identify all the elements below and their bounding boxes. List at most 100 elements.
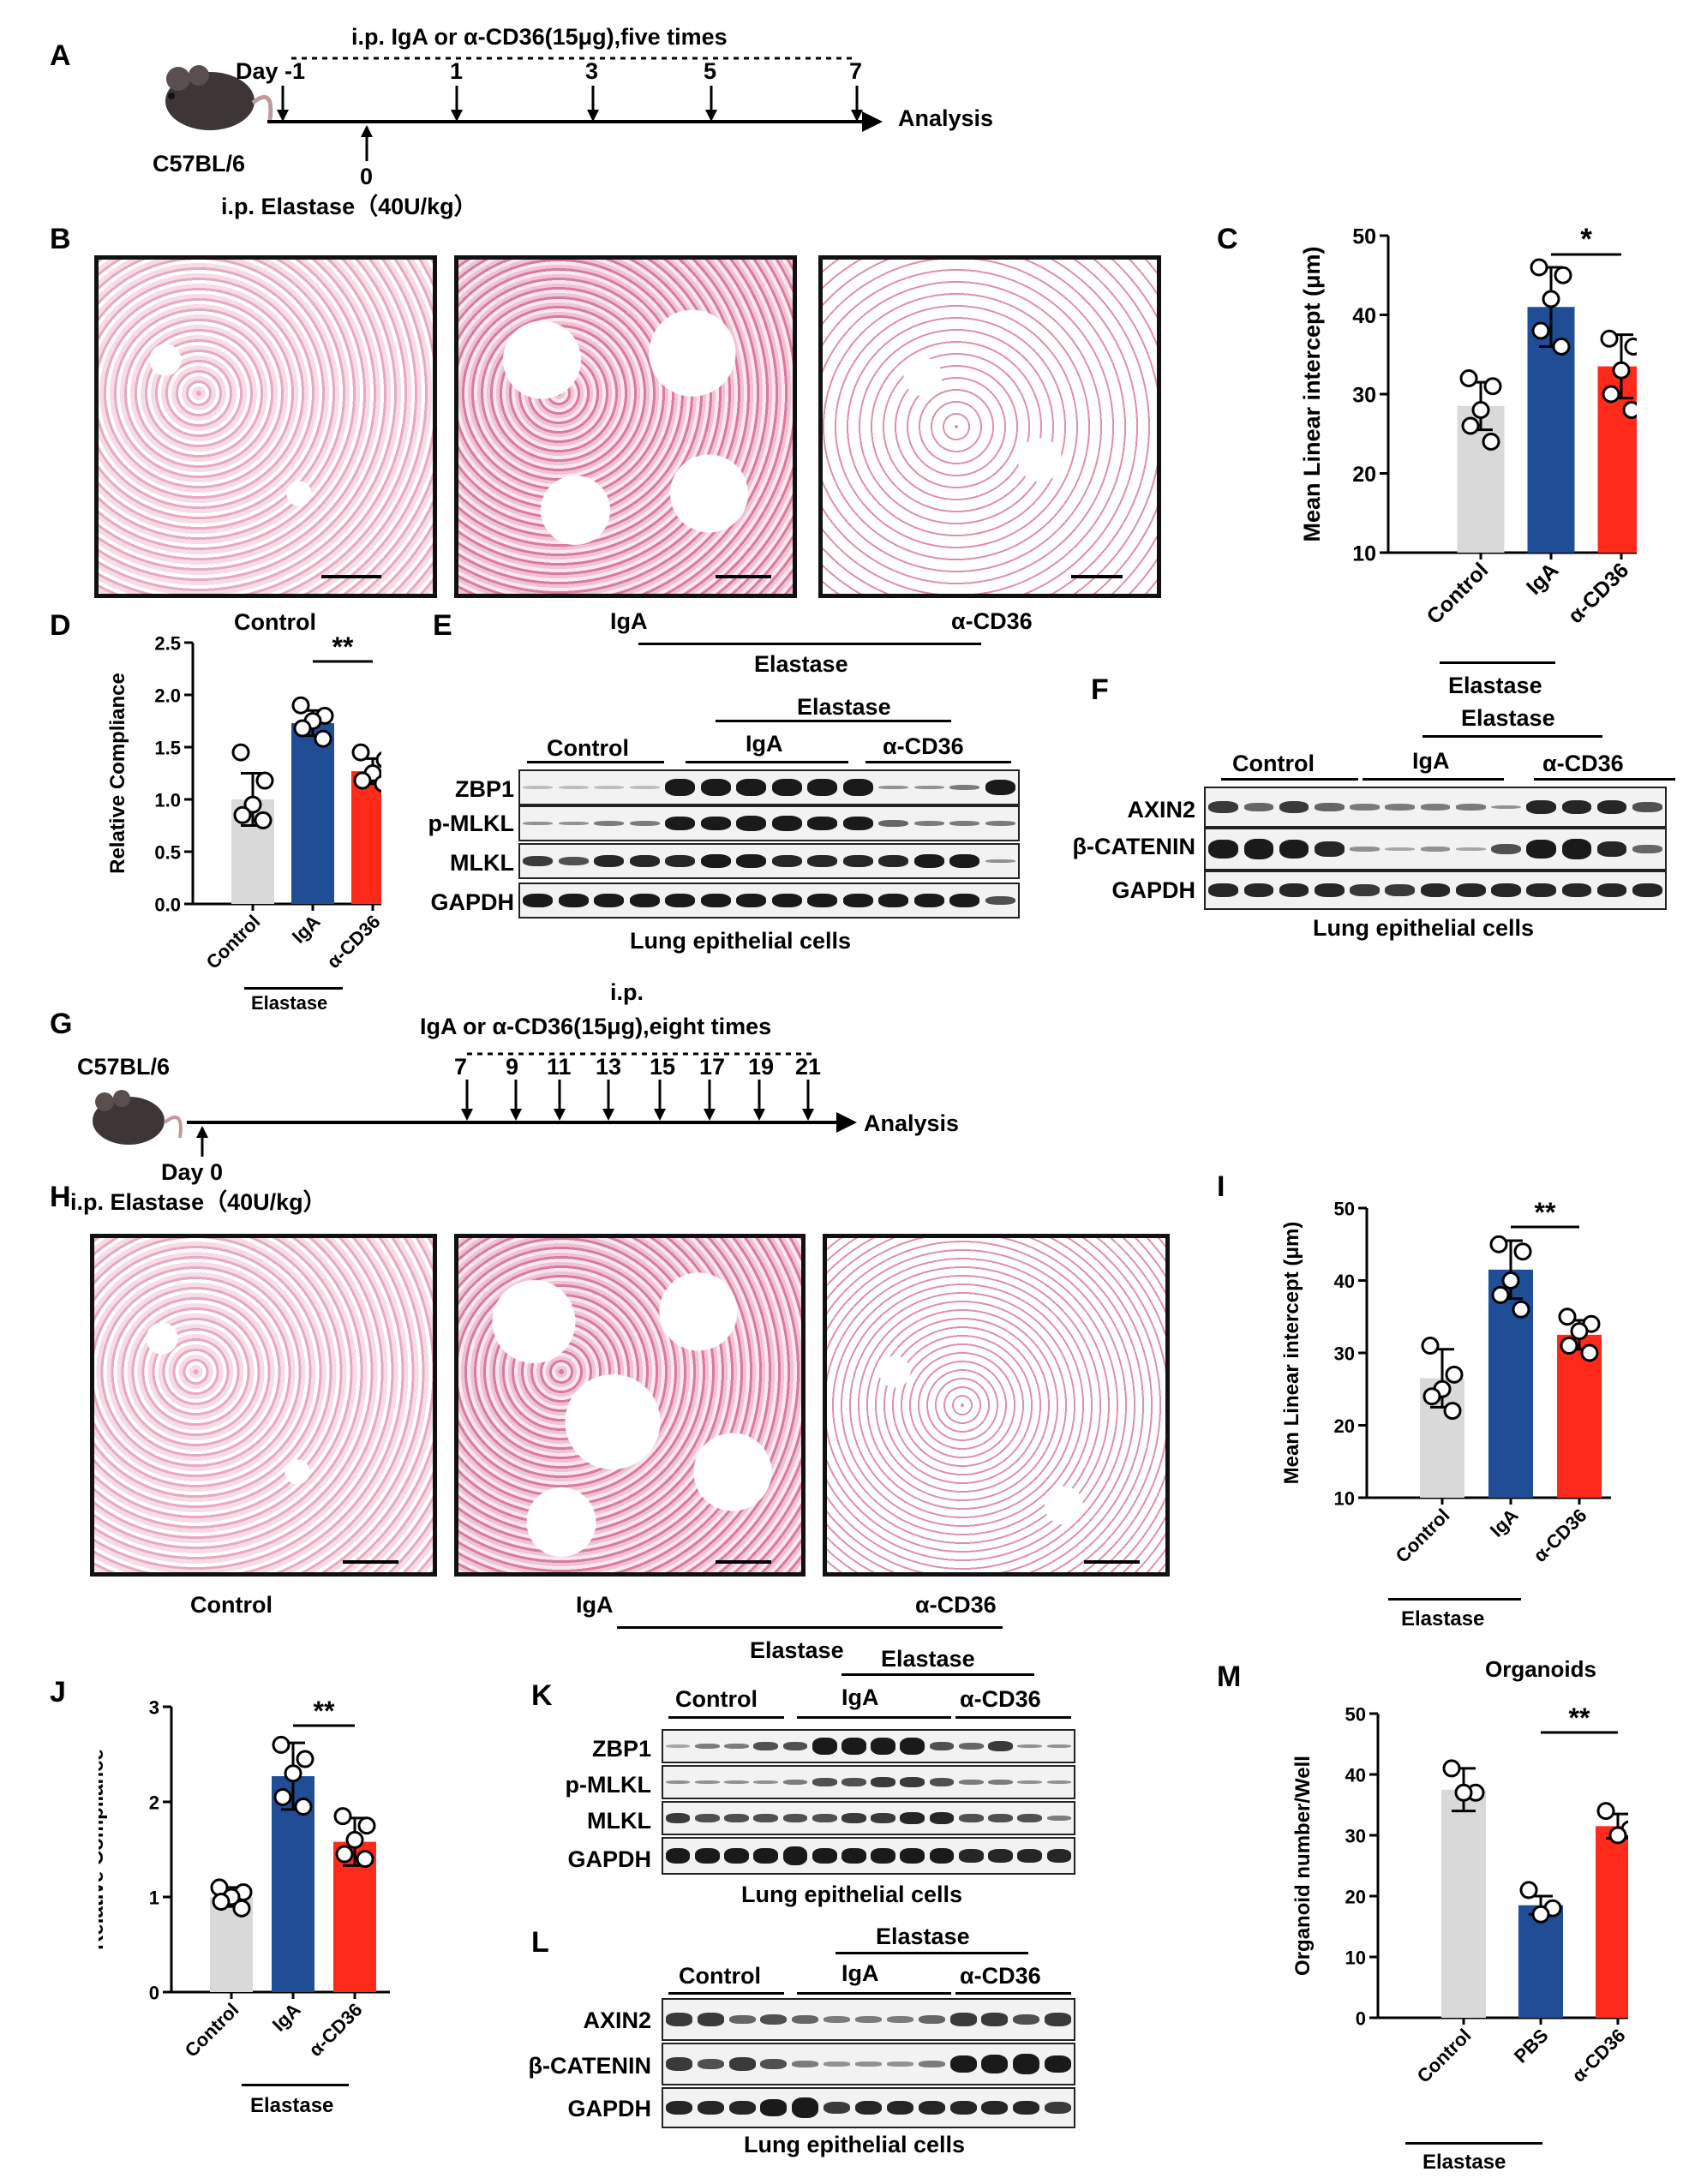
panel-l-row-gapdh: GAPDH (567, 2096, 651, 2121)
blot-band (1596, 841, 1627, 857)
x-tick-label: IgA (288, 911, 325, 948)
y-tick-label: 40 (1345, 1764, 1366, 1786)
blot-band (665, 854, 696, 868)
blot-band (842, 1738, 866, 1755)
blot-band (886, 2100, 913, 2115)
panel-g-timeline (93, 1052, 857, 1157)
blot-band (871, 1848, 895, 1864)
panel-l-caption: Lung epithelial cells (744, 2132, 966, 2157)
panel-b-label-acd36: α-CD36 (951, 608, 1033, 634)
blot-e-pmlkl (518, 805, 1020, 841)
bar (351, 771, 381, 904)
blot-band (1491, 843, 1521, 855)
blot-band (665, 778, 696, 797)
blot-band (665, 2013, 692, 2026)
y-tick-label: 3 (149, 1696, 159, 1718)
blot-band (724, 1780, 749, 1784)
y-tick-label: 0 (1356, 2007, 1366, 2029)
panel-g-day-7: 7 (454, 1054, 468, 1080)
blot-band (760, 2058, 788, 2070)
blot-band (985, 779, 1015, 796)
y-tick-label: 2 (149, 1792, 159, 1813)
bar (1518, 1905, 1563, 2018)
data-point (1512, 1300, 1530, 1319)
blot-band (807, 778, 838, 797)
y-tick-label: 40 (1334, 1271, 1355, 1292)
data-point (1461, 416, 1480, 435)
panel-f-row-axin2: AXIN2 (1127, 797, 1195, 823)
panel-a-strain: C57BL/6 (153, 151, 246, 177)
blot-band (812, 1778, 837, 1786)
panel-f-elastase-top: Elastase (1448, 673, 1542, 698)
panel-g-analysis: Analysis (864, 1110, 960, 1136)
blot-band (728, 2100, 756, 2115)
blot-band (665, 1848, 691, 1864)
blot-band (665, 2100, 692, 2115)
blot-band (700, 778, 731, 797)
blot-band (665, 2057, 692, 2071)
blot-band (988, 1741, 1013, 1751)
blot-band (728, 2014, 756, 2025)
blot-band (1420, 847, 1451, 852)
blot-band (1420, 804, 1451, 811)
data-point (1443, 1402, 1462, 1421)
blot-band (665, 1780, 691, 1784)
data-point (1445, 1365, 1464, 1384)
panel-k-group-iga: IgA (842, 1684, 879, 1710)
panel-b-group-label: Elastase (754, 651, 848, 677)
y-tick-label: 10 (1345, 1947, 1366, 1968)
data-point (1542, 290, 1560, 308)
data-point (1501, 1272, 1520, 1289)
blot-band (1561, 838, 1592, 859)
significance-mark: ** (1535, 1197, 1556, 1228)
blot-band (807, 854, 838, 868)
bar (1441, 1789, 1486, 2018)
mouse-icon (165, 65, 273, 130)
blot-band (871, 1777, 895, 1787)
data-point (1422, 1387, 1441, 1406)
blot-band (855, 2061, 882, 2067)
blot-band (949, 820, 980, 827)
blot-f-axin2 (1204, 787, 1667, 828)
blot-band (842, 893, 873, 908)
blot-band (629, 820, 660, 827)
y-tick-label: 0 (149, 1982, 159, 2003)
chart-m-group-line (1405, 2142, 1542, 2145)
panel-f-letter: F (1091, 673, 1109, 706)
panel-g-ip: i.p. (610, 979, 644, 1005)
x-tick-label: IgA (1486, 1505, 1523, 1541)
blot-band (558, 821, 589, 826)
significance-mark: ** (314, 1696, 335, 1726)
panel-h-group-line (617, 1626, 1003, 1629)
blot-band (753, 1848, 779, 1864)
y-tick-label: 30 (1334, 1343, 1355, 1364)
data-point (212, 1893, 231, 1912)
blot-k-zbp1 (662, 1729, 1075, 1763)
panel-e-elastase: Elastase (797, 694, 891, 720)
y-tick-label: 20 (1334, 1415, 1355, 1437)
panel-k-letter: K (531, 1679, 553, 1712)
data-point (255, 771, 274, 790)
chart-c-group-line (1440, 661, 1555, 664)
micrograph-h-acd36 (823, 1234, 1170, 1577)
blot-band (988, 1849, 1013, 1863)
blot-e-mlkl (518, 843, 1020, 879)
blot-band (771, 815, 802, 832)
blot-band (771, 854, 802, 868)
blot-band (753, 1814, 779, 1822)
blot-l-bcatenin (662, 2043, 1075, 2085)
x-tick-label: Control (1392, 1505, 1454, 1567)
y-tick-label: 40 (1352, 304, 1376, 328)
data-point (345, 1830, 364, 1849)
blot-band (981, 2013, 1009, 2026)
panel-a-day-7: 7 (849, 58, 863, 84)
y-tick-label: 20 (1352, 463, 1376, 487)
blot-band (771, 778, 802, 797)
blot-band (1046, 1780, 1072, 1784)
blot-band (1491, 883, 1521, 898)
panel-a-day-3: 3 (585, 58, 599, 84)
panel-k-group-control: Control (675, 1686, 758, 1712)
y-axis-label: Mean Linear intercept (μm) (1280, 1222, 1303, 1485)
blot-band (1046, 1744, 1072, 1748)
x-tick-label: Control (181, 1999, 243, 2061)
